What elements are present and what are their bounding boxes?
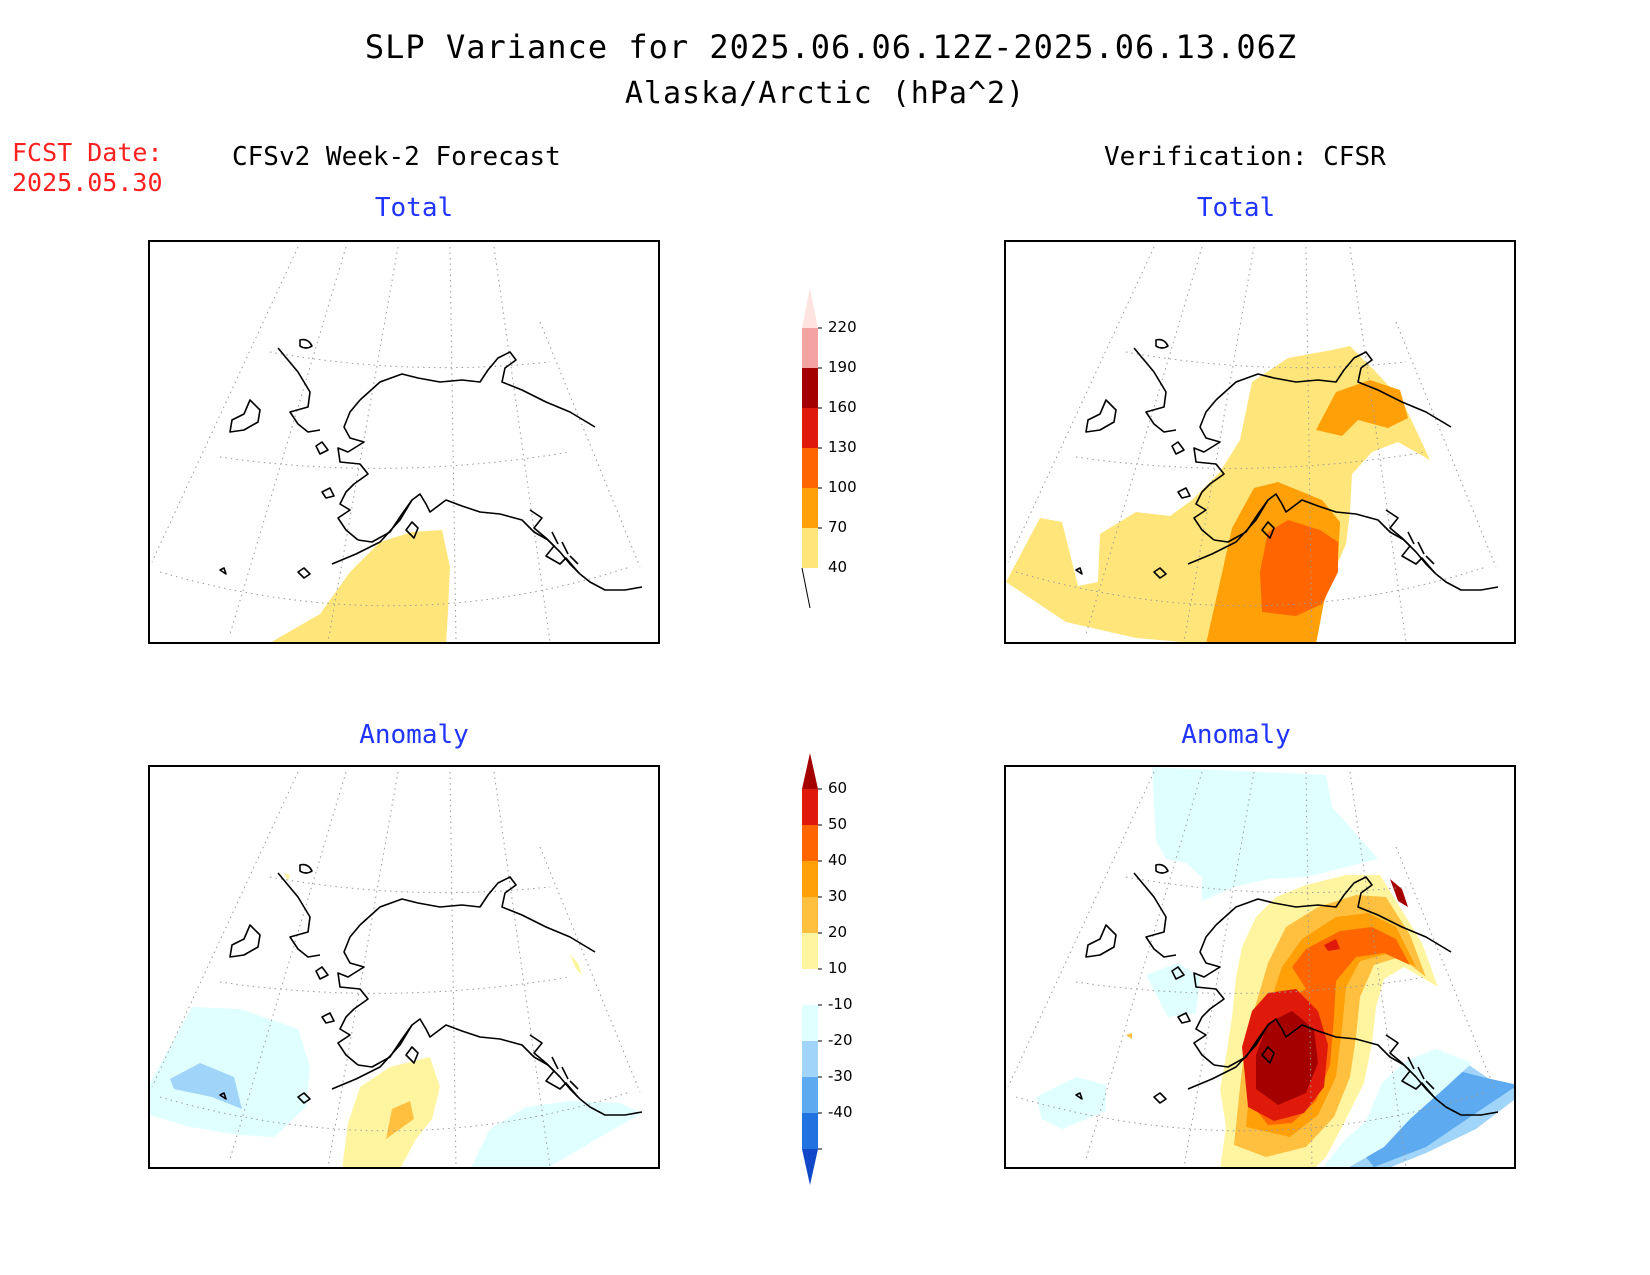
- colorbar-label: 70: [828, 518, 848, 536]
- colorbar-swatch: [802, 861, 818, 897]
- colorbar-label: 40: [828, 558, 848, 576]
- colorbar-label: -10: [828, 995, 853, 1013]
- colorbar-swatch: [802, 1149, 818, 1185]
- colorbar-total: [776, 278, 866, 609]
- colorbar-label: 130: [828, 438, 857, 456]
- colorbar-swatch: [802, 753, 818, 789]
- colorbar-swatch: [802, 408, 818, 448]
- colorbar-swatch: [802, 1113, 818, 1149]
- colorbar-label: 50: [828, 815, 848, 833]
- colorbar-label: 220: [828, 318, 857, 336]
- colorbar-swatch: [802, 528, 818, 568]
- panel-title-bottom-right: Anomaly: [1181, 720, 1291, 750]
- colorbar-label: 30: [828, 887, 848, 905]
- panel-forecast-anomaly: [148, 765, 660, 1169]
- colorbar-swatch: [802, 328, 818, 368]
- colorbar-anomaly: [776, 748, 866, 1188]
- colorbar-outline: [801, 567, 811, 609]
- panel-title-top-right: Total: [1196, 193, 1276, 223]
- right-column-title: Verification: CFSR: [1104, 142, 1386, 172]
- fcst-date-label: FCST Date:: [12, 138, 163, 167]
- colorbar-label: 160: [828, 398, 857, 416]
- colorbar-swatch: [802, 897, 818, 933]
- colorbar-label: -40: [828, 1103, 853, 1121]
- panel-title-bottom-left: Anomaly: [359, 720, 469, 750]
- left-column-title: CFSv2 Week-2 Forecast: [232, 142, 561, 172]
- panel-forecast-total: [148, 240, 660, 644]
- panel-title-top-left: Total: [374, 193, 454, 223]
- colorbar-total-svg: [801, 288, 822, 609]
- fcst-date-block: FCST Date: 2025.05.30: [12, 138, 163, 198]
- colorbar-label: 20: [828, 923, 848, 941]
- panel-verification-anomaly: [1004, 765, 1516, 1169]
- colorbar-swatch: [802, 488, 818, 528]
- panel-verification-total: [1004, 240, 1516, 644]
- colorbar-label: 40: [828, 851, 848, 869]
- colorbar-swatch: [802, 825, 818, 861]
- colorbar-label: 60: [828, 779, 848, 797]
- main-subtitle: Alaska/Arctic (hPa^2): [624, 76, 1026, 111]
- colorbar-swatch: [802, 789, 818, 825]
- colorbar-swatch: [802, 1005, 818, 1041]
- colorbar-anomaly-svg: [802, 753, 822, 1185]
- colorbar-swatch: [802, 933, 818, 969]
- colorbar-swatch: [802, 448, 818, 488]
- main-title: SLP Variance for 2025.06.06.12Z-2025.06.…: [364, 28, 1298, 66]
- colorbar-swatch: [802, 1077, 818, 1113]
- colorbar-label: 190: [828, 358, 857, 376]
- colorbar-swatch: [802, 288, 818, 328]
- colorbar-swatch: [802, 969, 818, 1005]
- colorbar-swatch: [802, 368, 818, 408]
- colorbar-label: 100: [828, 478, 857, 496]
- colorbar-swatch: [802, 1041, 818, 1077]
- colorbar-label: -30: [828, 1067, 853, 1085]
- fcst-date-value: 2025.05.30: [12, 168, 163, 197]
- colorbar-label: -20: [828, 1031, 853, 1049]
- colorbar-label: 10: [828, 959, 848, 977]
